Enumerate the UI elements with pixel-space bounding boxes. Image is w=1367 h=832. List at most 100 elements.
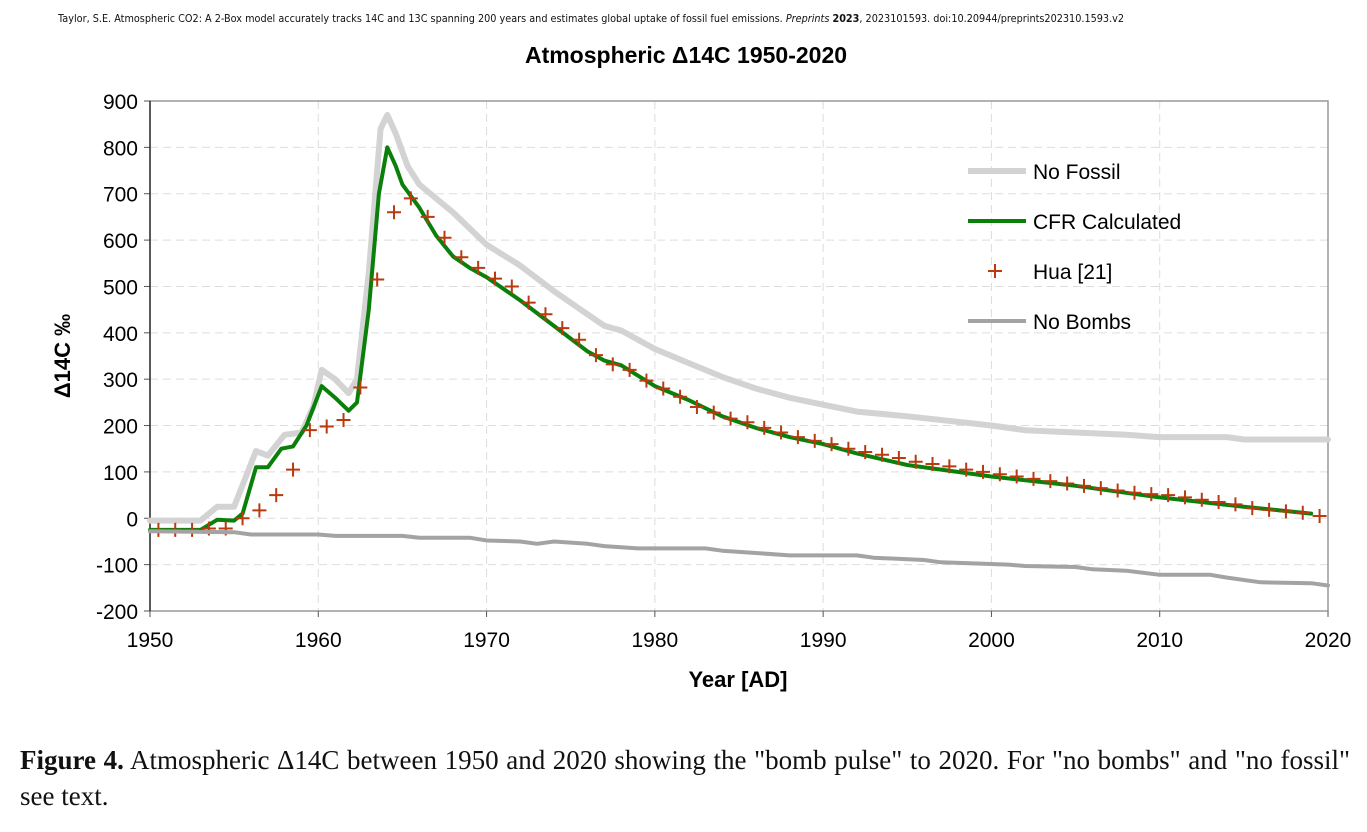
- x-tick-label: 1990: [800, 629, 847, 652]
- data-point-plus: [1278, 504, 1293, 519]
- y-tick-label: 0: [126, 508, 138, 531]
- data-point-plus: [908, 454, 923, 469]
- data-point-plus: [774, 425, 789, 440]
- data-point-plus: [992, 467, 1007, 482]
- y-tick-label: 300: [103, 369, 138, 392]
- data-point-plus: [976, 464, 991, 479]
- series-line: [148, 145, 1314, 532]
- data-point-plus: [1295, 505, 1310, 520]
- data-point-plus: [471, 260, 486, 275]
- data-point-plus: [622, 362, 637, 377]
- y-tick-label: 100: [103, 462, 138, 485]
- chart: Atmospheric Δ14C 1950-2020 900 800 700 600 5…: [50, 42, 1352, 692]
- data-point-plus: [1144, 487, 1159, 502]
- data-point-plus: [1060, 476, 1075, 491]
- data-point-plus: [252, 503, 267, 518]
- data-point-plus: [1312, 508, 1327, 523]
- data-point-plus: [1245, 501, 1260, 516]
- data-point-plus: [353, 380, 368, 395]
- citation-text: Taylor, S.E. Atmospheric CO2: A 2-Box mo…: [58, 12, 783, 25]
- chart-title: Atmospheric Δ14C 1950-2020: [525, 42, 847, 68]
- data-point-plus: [504, 279, 519, 294]
- caption-label: Figure 4.: [20, 745, 124, 775]
- y-tick-label: -100: [96, 555, 138, 578]
- y-tick-label: 900: [103, 91, 138, 114]
- data-point-plus: [706, 405, 721, 420]
- y-tick-label: 500: [103, 276, 138, 299]
- grid: [149, 100, 1329, 612]
- data-point-plus: [639, 373, 654, 388]
- data-point-plus: [269, 488, 284, 503]
- x-axis-label: Year [AD]: [688, 667, 787, 692]
- citation-doi: , 2023101593. doi:10.20944/preprints2023…: [859, 12, 1125, 25]
- data-point-plus: [673, 389, 688, 404]
- data-point-plus: [1211, 495, 1226, 510]
- y-tick-label: 700: [103, 184, 138, 207]
- data-point-plus: [740, 415, 755, 430]
- data-point-plus: [723, 411, 738, 426]
- x-tick-label: 2010: [1136, 629, 1183, 652]
- legend-label: No Bombs: [1033, 311, 1131, 334]
- data-point-plus: [1161, 488, 1176, 503]
- data-point-plus: [858, 444, 873, 459]
- data-point-plus: [959, 462, 974, 477]
- data-point-plus: [420, 209, 435, 224]
- series-line: [148, 529, 1330, 588]
- x-tick-label: 2020: [1305, 629, 1352, 652]
- data-point-plus: [454, 250, 469, 265]
- data-point-plus: [1093, 481, 1108, 496]
- data-point-plus: [387, 205, 402, 220]
- figure-caption: Figure 4. Atmospheric Δ14C between 1950 …: [20, 742, 1350, 814]
- y-axis-label: Δ14C ‰: [50, 314, 75, 398]
- data-point-plus: [1110, 483, 1125, 498]
- data-point-plus: [875, 447, 890, 462]
- data-point-plus: [336, 412, 351, 427]
- x-tick-label: 1950: [127, 629, 174, 652]
- data-point-plus: [286, 462, 301, 477]
- data-point-plus: [370, 272, 385, 287]
- series-cfr-calculated: [148, 145, 1314, 532]
- data-point-plus: [588, 348, 603, 363]
- data-point-plus: [1228, 497, 1243, 512]
- y-tick-label: 600: [103, 230, 138, 253]
- data-point-plus: [841, 441, 856, 456]
- data-point-plus: [891, 451, 906, 465]
- y-tick-label: 800: [103, 137, 138, 160]
- data-point-plus: [757, 420, 772, 435]
- data-point-plus: [1177, 490, 1192, 505]
- data-point-plus: [824, 437, 839, 452]
- data-point-plus: [1026, 471, 1041, 486]
- data-point-plus: [790, 430, 805, 445]
- y-tick-label: 400: [103, 323, 138, 346]
- x-tick-label: 1970: [463, 629, 510, 652]
- x-tick-label: 1960: [295, 629, 342, 652]
- data-point-plus: [302, 423, 317, 438]
- data-point-plus: [656, 381, 671, 396]
- data-point-plus: [925, 457, 940, 472]
- data-point-plus: [1127, 485, 1142, 500]
- data-point-plus: [1076, 478, 1091, 493]
- data-point-plus: [1194, 492, 1209, 507]
- caption-text: Atmospheric Δ14C between 1950 and 2020 s…: [20, 745, 1350, 811]
- data-point-plus: [403, 191, 418, 206]
- data-point-plus: [538, 307, 553, 322]
- data-point-plus: [319, 419, 334, 434]
- citation-header: Taylor, S.E. Atmospheric CO2: A 2-Box mo…: [58, 12, 1124, 25]
- series-no-fossil: [147, 111, 1331, 524]
- data-point-plus: [572, 332, 587, 347]
- series-no-bombs: [148, 529, 1330, 588]
- data-point-plus: [605, 357, 620, 372]
- x-tick-label: 1980: [631, 629, 678, 652]
- y-tick-label: -200: [96, 601, 138, 624]
- data-point-plus: [1009, 469, 1024, 484]
- data-point-plus: [521, 295, 536, 310]
- data-point-plus: [235, 511, 250, 526]
- legend-label: CFR Calculated: [1033, 211, 1181, 234]
- data-point-plus: [1043, 474, 1058, 489]
- journal-name: Preprints: [785, 12, 830, 25]
- journal-year: 2023: [832, 12, 860, 25]
- data-point-plus: [555, 321, 570, 336]
- data-point-plus: [437, 230, 452, 245]
- data-point-plus: [487, 271, 502, 286]
- legend: No Fossil CFR Calculated Hua [21] No Bombs: [968, 161, 1181, 334]
